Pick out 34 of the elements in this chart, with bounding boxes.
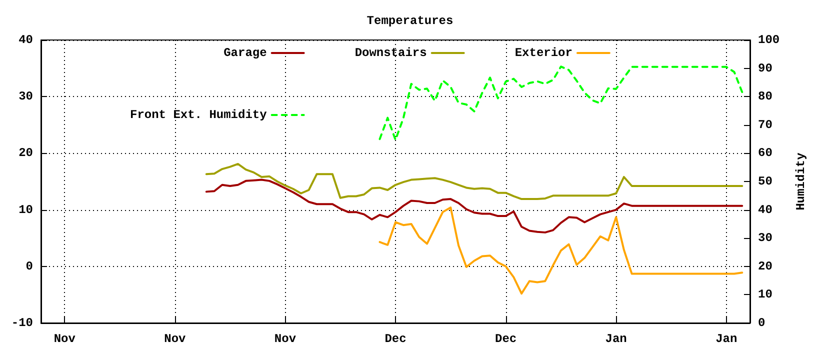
line-series	[378, 206, 744, 295]
legend-label: Front Ext. Humidity	[130, 108, 267, 122]
legend-label: Downstairs	[354, 46, 427, 60]
y2-tick-label: 30	[758, 231, 772, 246]
x-tick-label: Jan	[605, 332, 627, 346]
x-tick-label: Nov	[54, 332, 76, 346]
x-tick-label: Dec	[384, 332, 406, 346]
line-series	[378, 66, 744, 141]
line-series	[205, 178, 744, 234]
y2-tick-label: 70	[758, 118, 772, 132]
legend-label: Exterior	[514, 46, 572, 60]
y2-tick-label: 80	[758, 90, 772, 104]
y-tick-label: 0	[26, 259, 33, 274]
chart-title: Temperatures	[366, 14, 454, 28]
legend-label: Garage	[224, 46, 267, 60]
x-tick-label: Nov	[274, 332, 296, 346]
x-tick-label: Dec	[494, 332, 517, 346]
y-tick-label: 30	[18, 90, 33, 104]
y-tick-label: 10	[18, 202, 33, 217]
y2-tick-label: 10	[758, 288, 772, 302]
x-tick-label: Jan	[716, 332, 738, 346]
y-tick-label: -10	[11, 316, 33, 330]
y-tick-label: 40	[18, 33, 33, 47]
y2-tick-label: 100	[758, 33, 780, 47]
y2-axis-title: Humidity	[794, 152, 808, 210]
x-tick-label: Nov	[164, 332, 186, 346]
y2-tick-label: 50	[758, 174, 772, 188]
line-series	[205, 162, 744, 200]
y2-tick-label: 40	[758, 202, 772, 217]
y2-tick-label: 90	[758, 61, 772, 76]
y2-tick-label: 60	[758, 146, 772, 160]
y2-tick-label: 0	[758, 316, 766, 330]
y-tick-label: 20	[18, 146, 33, 160]
y2-tick-label: 20	[758, 259, 772, 274]
